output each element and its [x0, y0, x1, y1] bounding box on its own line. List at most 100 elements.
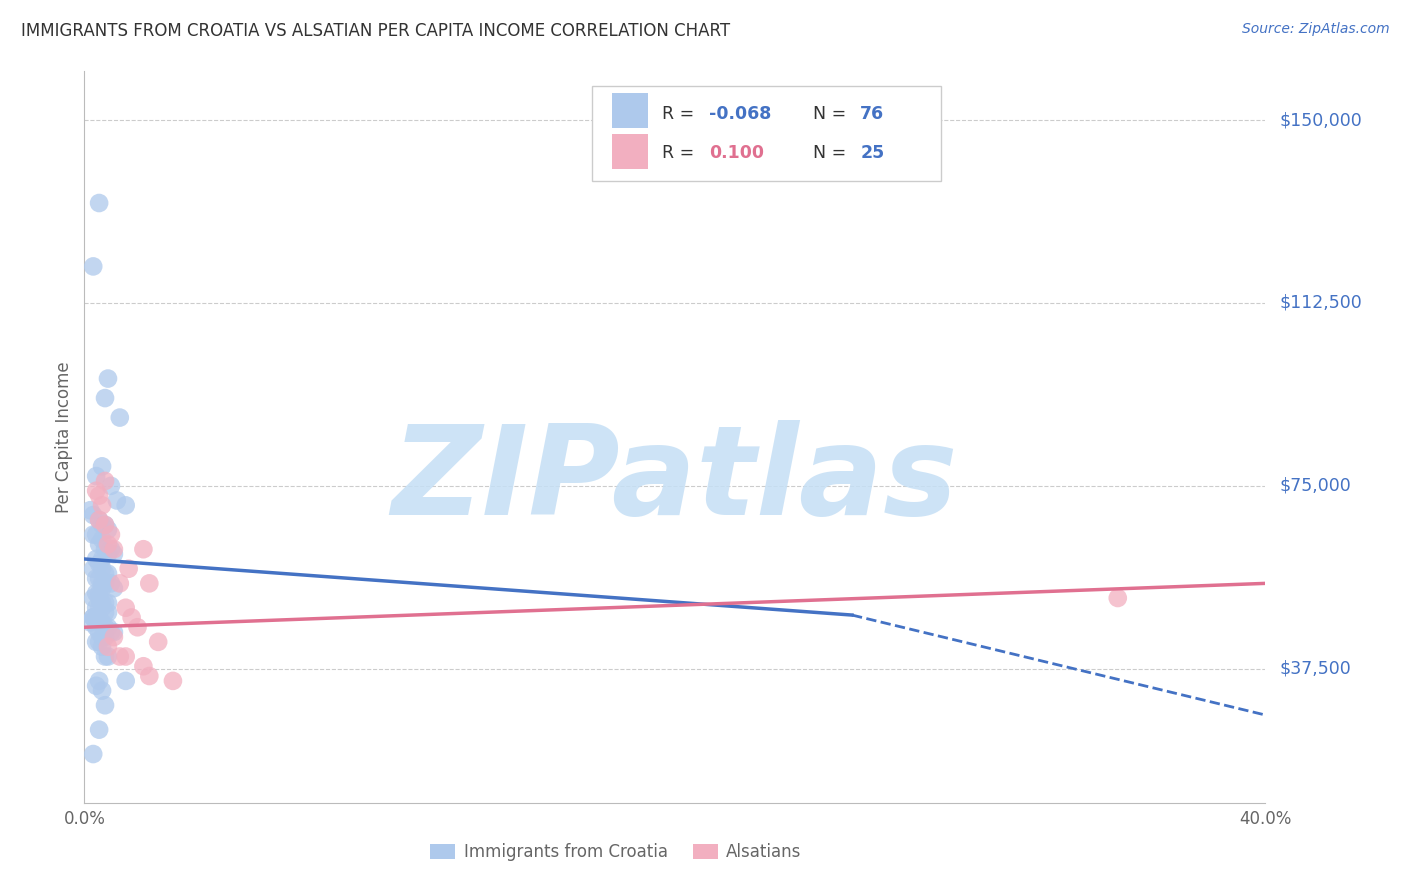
Point [91, 499, 114, 513]
Point [114, 649, 136, 664]
Point [1107, 591, 1129, 605]
Text: $150,000: $150,000 [1279, 112, 1362, 129]
Point [97, 537, 120, 551]
Point [97, 640, 120, 654]
Point [100, 625, 122, 640]
Point [97, 596, 120, 610]
Point [94, 649, 117, 664]
Point [138, 576, 160, 591]
Text: N =: N = [813, 105, 852, 123]
Point [103, 547, 125, 561]
Text: 76: 76 [860, 105, 884, 123]
Point [82, 610, 104, 624]
Point [162, 673, 184, 688]
Text: IMMIGRANTS FROM CROATIA VS ALSATIAN PER CAPITA INCOME CORRELATION CHART: IMMIGRANTS FROM CROATIA VS ALSATIAN PER … [21, 22, 730, 40]
Point [91, 562, 114, 576]
Point [84, 527, 107, 541]
Point [91, 517, 114, 532]
Point [87, 196, 111, 211]
Point [100, 576, 122, 591]
Point [84, 635, 107, 649]
Point [84, 552, 107, 566]
Point [97, 606, 120, 620]
Point [79, 615, 101, 630]
Point [97, 371, 120, 385]
Point [87, 635, 111, 649]
Point [82, 747, 104, 761]
Point [87, 572, 111, 586]
Point [103, 630, 125, 644]
Point [87, 513, 111, 527]
Point [114, 600, 136, 615]
Point [84, 469, 107, 483]
Text: -0.068: -0.068 [709, 105, 772, 123]
Point [87, 673, 111, 688]
Point [84, 483, 107, 498]
Text: N =: N = [813, 144, 852, 161]
Point [94, 606, 117, 620]
Point [132, 542, 155, 557]
Point [82, 562, 104, 576]
Point [87, 489, 111, 503]
Point [94, 542, 117, 557]
Point [87, 537, 111, 551]
Point [84, 600, 107, 615]
Point [91, 683, 114, 698]
Point [87, 513, 111, 527]
Point [84, 620, 107, 634]
Point [91, 596, 114, 610]
Point [84, 586, 107, 600]
Point [148, 635, 170, 649]
Point [103, 542, 125, 557]
Point [91, 533, 114, 547]
Point [91, 640, 114, 654]
Point [103, 625, 125, 640]
Point [82, 591, 104, 605]
Point [91, 459, 114, 474]
Point [84, 572, 107, 586]
Point [91, 630, 114, 644]
Point [127, 620, 149, 634]
Point [94, 517, 117, 532]
Point [94, 517, 117, 532]
Point [91, 600, 114, 615]
Point [100, 542, 122, 557]
Text: Source: ZipAtlas.com: Source: ZipAtlas.com [1241, 22, 1389, 37]
Point [108, 649, 131, 664]
Text: $75,000: $75,000 [1279, 477, 1351, 495]
Point [97, 566, 120, 581]
Point [108, 410, 131, 425]
Point [121, 610, 143, 624]
Point [87, 723, 111, 737]
Y-axis label: Per Capita Income: Per Capita Income [55, 361, 73, 513]
Point [87, 615, 111, 630]
Text: ZIPatlas: ZIPatlas [392, 420, 957, 541]
Point [82, 527, 104, 541]
Point [97, 547, 120, 561]
Point [84, 679, 107, 693]
Text: R =: R = [662, 144, 700, 161]
Point [105, 493, 128, 508]
Point [103, 581, 125, 595]
Point [84, 610, 107, 624]
Point [94, 576, 117, 591]
Point [94, 566, 117, 581]
Point [87, 557, 111, 571]
Point [108, 576, 131, 591]
Point [82, 610, 104, 624]
Point [100, 527, 122, 541]
Text: $37,500: $37,500 [1279, 660, 1351, 678]
Point [79, 503, 101, 517]
Point [97, 523, 120, 537]
Text: $112,500: $112,500 [1279, 294, 1362, 312]
Point [91, 615, 114, 630]
Point [87, 586, 111, 600]
Point [91, 552, 114, 566]
Text: R =: R = [662, 105, 700, 123]
Point [87, 591, 111, 605]
Point [87, 625, 111, 640]
Point [94, 474, 117, 488]
FancyBboxPatch shape [612, 93, 648, 128]
Text: 25: 25 [860, 144, 884, 161]
Point [94, 596, 117, 610]
